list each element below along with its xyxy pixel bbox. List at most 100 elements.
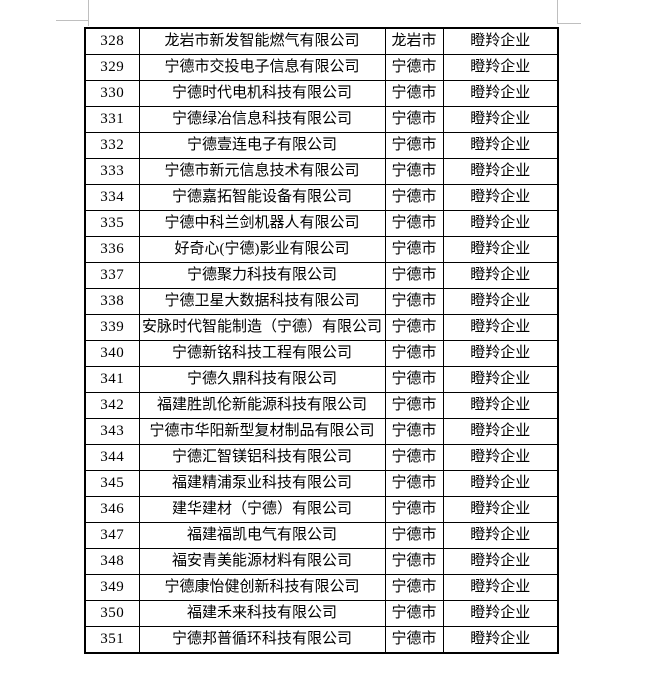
cell-city: 宁德市 — [384, 366, 444, 393]
cell-category: 瞪羚企业 — [442, 444, 559, 471]
table-row: 333 宁德市新元信息技术有限公司 宁德市 瞪羚企业 — [84, 158, 559, 185]
cell-category: 瞪羚企业 — [442, 496, 559, 523]
cell-row-number: 343 — [84, 418, 140, 445]
cell-category: 瞪羚企业 — [442, 340, 559, 367]
cell-company-name: 宁德市新元信息技术有限公司 — [138, 158, 386, 185]
cell-company-name: 福建精浦泵业科技有限公司 — [138, 470, 386, 497]
cell-city: 宁德市 — [384, 80, 444, 107]
cell-city: 宁德市 — [384, 470, 444, 497]
cell-row-number: 329 — [84, 54, 140, 81]
cell-row-number: 336 — [84, 236, 140, 263]
cell-company-name: 宁德壹连电子有限公司 — [138, 132, 386, 159]
crop-mark-top-right-vertical — [557, 0, 558, 23]
cell-city: 宁德市 — [384, 106, 444, 133]
cell-company-name: 宁德卫星大数据科技有限公司 — [138, 288, 386, 315]
table-row: 340 宁德新铭科技工程有限公司 宁德市 瞪羚企业 — [84, 340, 559, 367]
cell-row-number: 330 — [84, 80, 140, 107]
cell-category: 瞪羚企业 — [442, 27, 559, 55]
cell-company-name: 宁德绿冶信息科技有限公司 — [138, 106, 386, 133]
cell-category: 瞪羚企业 — [442, 236, 559, 263]
cell-city: 宁德市 — [384, 236, 444, 263]
cell-company-name: 宁德邦普循环科技有限公司 — [138, 626, 386, 654]
cell-company-name: 建华建材（宁德）有限公司 — [138, 496, 386, 523]
cell-row-number: 342 — [84, 392, 140, 419]
cell-city: 宁德市 — [384, 262, 444, 289]
cell-category: 瞪羚企业 — [442, 54, 559, 81]
cell-category: 瞪羚企业 — [442, 132, 559, 159]
cell-category: 瞪羚企业 — [442, 314, 559, 341]
cell-category: 瞪羚企业 — [442, 600, 559, 627]
cell-city: 龙岩市 — [384, 27, 444, 55]
cell-city: 宁德市 — [384, 548, 444, 575]
company-list-table: 328 龙岩市新发智能燃气有限公司 龙岩市 瞪羚企业 329 宁德市交投电子信息… — [84, 27, 559, 654]
table-row: 341 宁德久鼎科技有限公司 宁德市 瞪羚企业 — [84, 366, 559, 393]
table-row: 328 龙岩市新发智能燃气有限公司 龙岩市 瞪羚企业 — [84, 27, 559, 55]
cell-city: 宁德市 — [384, 522, 444, 549]
cell-company-name: 福安青美能源材料有限公司 — [138, 548, 386, 575]
cell-city: 宁德市 — [384, 158, 444, 185]
cell-company-name: 福建胜凯伦新能源科技有限公司 — [138, 392, 386, 419]
cell-city: 宁德市 — [384, 340, 444, 367]
cell-city: 宁德市 — [384, 626, 444, 654]
cell-company-name: 宁德中科兰剑机器人有限公司 — [138, 210, 386, 237]
cell-city: 宁德市 — [384, 288, 444, 315]
cell-city: 宁德市 — [384, 132, 444, 159]
table-row: 350 福建禾来科技有限公司 宁德市 瞪羚企业 — [84, 600, 559, 627]
cell-city: 宁德市 — [384, 574, 444, 601]
table-row: 348 福安青美能源材料有限公司 宁德市 瞪羚企业 — [84, 548, 559, 575]
cell-category: 瞪羚企业 — [442, 366, 559, 393]
cell-city: 宁德市 — [384, 210, 444, 237]
cell-company-name: 宁德新铭科技工程有限公司 — [138, 340, 386, 367]
cell-row-number: 331 — [84, 106, 140, 133]
table-row: 337 宁德聚力科技有限公司 宁德市 瞪羚企业 — [84, 262, 559, 289]
cell-company-name: 福建禾来科技有限公司 — [138, 600, 386, 627]
cell-row-number: 328 — [84, 27, 140, 55]
cell-city: 宁德市 — [384, 418, 444, 445]
cell-category: 瞪羚企业 — [442, 574, 559, 601]
cell-company-name: 安脉时代智能制造（宁德）有限公司 — [138, 314, 386, 341]
table-row: 351 宁德邦普循环科技有限公司 宁德市 瞪羚企业 — [84, 626, 559, 654]
cell-category: 瞪羚企业 — [442, 210, 559, 237]
table-row: 342 福建胜凯伦新能源科技有限公司 宁德市 瞪羚企业 — [84, 392, 559, 419]
cell-city: 宁德市 — [384, 314, 444, 341]
table-row: 344 宁德汇智镁铝科技有限公司 宁德市 瞪羚企业 — [84, 444, 559, 471]
cell-category: 瞪羚企业 — [442, 418, 559, 445]
crop-mark-top-left-vertical — [88, 0, 89, 26]
cell-row-number: 335 — [84, 210, 140, 237]
cell-row-number: 345 — [84, 470, 140, 497]
cell-category: 瞪羚企业 — [442, 80, 559, 107]
cell-category: 瞪羚企业 — [442, 392, 559, 419]
cell-row-number: 333 — [84, 158, 140, 185]
cell-row-number: 341 — [84, 366, 140, 393]
table-row: 334 宁德嘉拓智能设备有限公司 宁德市 瞪羚企业 — [84, 184, 559, 211]
table-row: 349 宁德康怡健创新科技有限公司 宁德市 瞪羚企业 — [84, 574, 559, 601]
table-row: 345 福建精浦泵业科技有限公司 宁德市 瞪羚企业 — [84, 470, 559, 497]
table-row: 335 宁德中科兰剑机器人有限公司 宁德市 瞪羚企业 — [84, 210, 559, 237]
cell-row-number: 346 — [84, 496, 140, 523]
cell-category: 瞪羚企业 — [442, 184, 559, 211]
cell-row-number: 338 — [84, 288, 140, 315]
table-row: 332 宁德壹连电子有限公司 宁德市 瞪羚企业 — [84, 132, 559, 159]
cell-company-name: 宁德市交投电子信息有限公司 — [138, 54, 386, 81]
cell-row-number: 337 — [84, 262, 140, 289]
cell-category: 瞪羚企业 — [442, 470, 559, 497]
cell-city: 宁德市 — [384, 496, 444, 523]
cell-row-number: 347 — [84, 522, 140, 549]
table-row: 336 好奇心(宁德)影业有限公司 宁德市 瞪羚企业 — [84, 236, 559, 263]
cell-company-name: 宁德汇智镁铝科技有限公司 — [138, 444, 386, 471]
cell-company-name: 好奇心(宁德)影业有限公司 — [138, 236, 386, 263]
cell-row-number: 350 — [84, 600, 140, 627]
cell-company-name: 福建福凯电气有限公司 — [138, 522, 386, 549]
table-row: 330 宁德时代电机科技有限公司 宁德市 瞪羚企业 — [84, 80, 559, 107]
cell-city: 宁德市 — [384, 184, 444, 211]
cell-category: 瞪羚企业 — [442, 626, 559, 654]
cell-company-name: 宁德时代电机科技有限公司 — [138, 80, 386, 107]
cell-company-name: 宁德市华阳新型复材制品有限公司 — [138, 418, 386, 445]
cell-row-number: 334 — [84, 184, 140, 211]
table-row: 331 宁德绿冶信息科技有限公司 宁德市 瞪羚企业 — [84, 106, 559, 133]
cell-city: 宁德市 — [384, 54, 444, 81]
cell-row-number: 339 — [84, 314, 140, 341]
crop-mark-top-right-horizontal — [557, 23, 581, 24]
cell-city: 宁德市 — [384, 600, 444, 627]
cell-category: 瞪羚企业 — [442, 158, 559, 185]
